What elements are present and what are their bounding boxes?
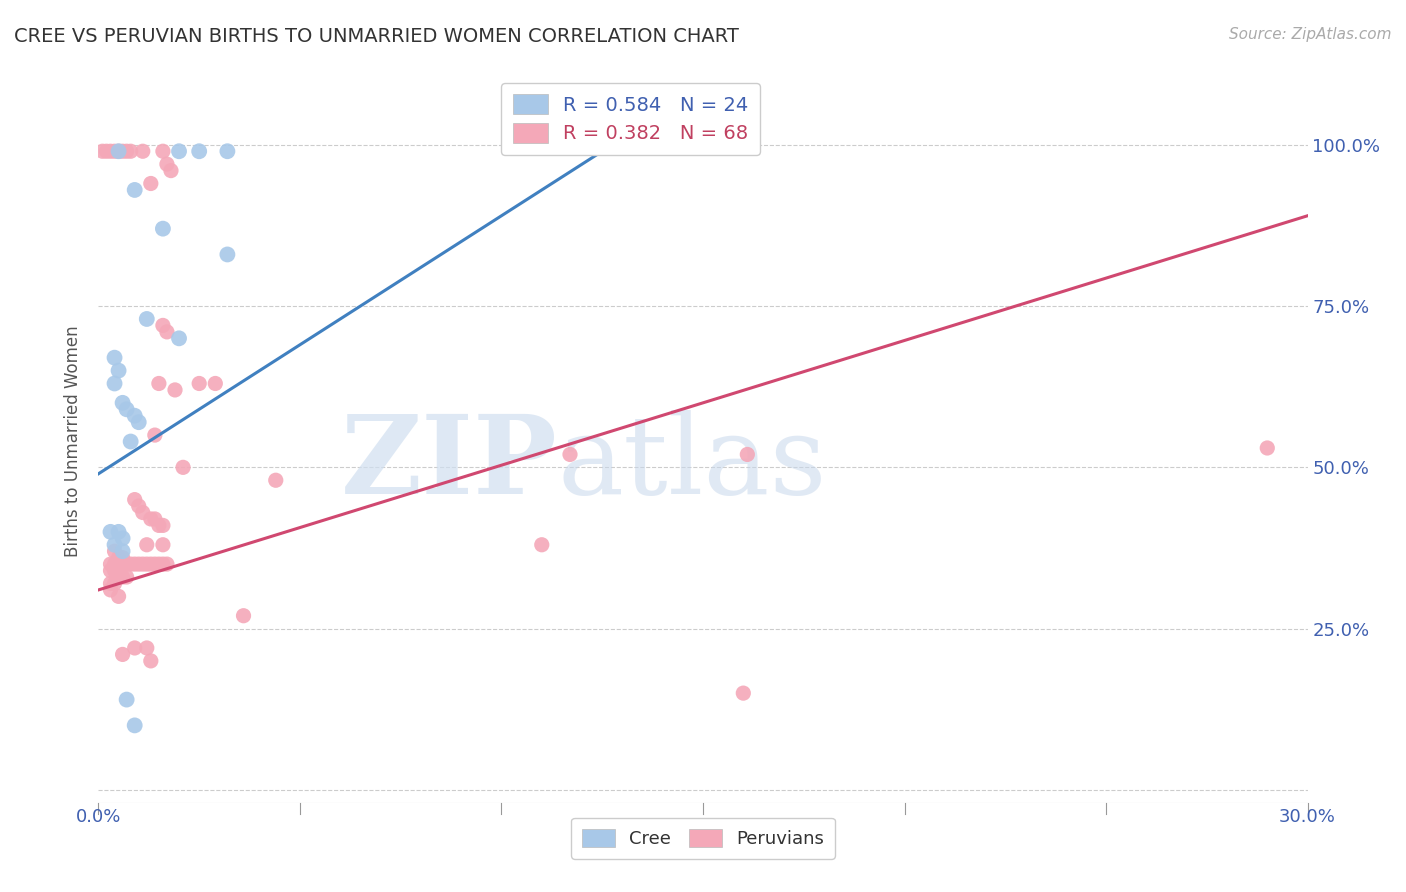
Point — [103, 576, 125, 591]
Point — [156, 325, 179, 339]
Point — [115, 692, 138, 706]
Point — [156, 157, 179, 171]
Point — [103, 351, 125, 365]
Point — [156, 557, 179, 571]
Point — [139, 512, 162, 526]
Point — [139, 654, 162, 668]
Point — [107, 145, 129, 159]
Point — [111, 570, 134, 584]
Point — [152, 557, 174, 571]
Point — [128, 415, 150, 429]
Point — [733, 686, 755, 700]
Point — [111, 648, 134, 662]
Point — [128, 499, 150, 513]
Point — [100, 576, 122, 591]
Point — [172, 460, 194, 475]
Y-axis label: Births to Unmarried Women: Births to Unmarried Women — [65, 326, 83, 558]
Point — [115, 570, 138, 584]
Point — [737, 447, 759, 461]
Point — [152, 538, 174, 552]
Point — [124, 718, 146, 732]
Point — [128, 557, 150, 571]
Point — [152, 221, 174, 235]
Point — [107, 145, 129, 159]
Point — [107, 363, 129, 377]
Point — [232, 608, 254, 623]
Point — [160, 163, 183, 178]
Text: ZIP: ZIP — [342, 409, 558, 516]
Point — [107, 557, 129, 571]
Point — [132, 506, 155, 520]
Point — [167, 145, 190, 159]
Point — [115, 557, 138, 571]
Point — [188, 145, 211, 159]
Point — [111, 145, 134, 159]
Point — [135, 538, 157, 552]
Legend: Cree, Peruvians: Cree, Peruvians — [571, 818, 835, 859]
Point — [204, 376, 226, 391]
Point — [167, 331, 190, 345]
Point — [217, 247, 239, 261]
Point — [135, 640, 157, 655]
Point — [100, 582, 122, 597]
Point — [135, 557, 157, 571]
Point — [103, 557, 125, 571]
Point — [135, 312, 157, 326]
Point — [124, 640, 146, 655]
Point — [139, 557, 162, 571]
Point — [107, 550, 129, 565]
Point — [152, 145, 174, 159]
Point — [139, 177, 162, 191]
Point — [217, 145, 239, 159]
Point — [100, 145, 122, 159]
Point — [115, 145, 138, 159]
Point — [107, 590, 129, 604]
Point — [120, 434, 142, 449]
Point — [107, 524, 129, 539]
Point — [111, 531, 134, 545]
Point — [132, 557, 155, 571]
Point — [143, 512, 166, 526]
Point — [103, 544, 125, 558]
Point — [103, 145, 125, 159]
Point — [111, 544, 134, 558]
Point — [132, 145, 155, 159]
Point — [558, 447, 581, 461]
Point — [111, 550, 134, 565]
Point — [148, 557, 170, 571]
Point — [264, 473, 287, 487]
Point — [188, 376, 211, 391]
Point — [124, 492, 146, 507]
Text: CREE VS PERUVIAN BIRTHS TO UNMARRIED WOMEN CORRELATION CHART: CREE VS PERUVIAN BIRTHS TO UNMARRIED WOM… — [14, 27, 740, 45]
Point — [530, 538, 553, 552]
Point — [124, 183, 146, 197]
Text: atlas: atlas — [558, 409, 828, 516]
Point — [96, 145, 118, 159]
Point — [124, 409, 146, 423]
Point — [100, 564, 122, 578]
Point — [103, 538, 125, 552]
Point — [111, 396, 134, 410]
Point — [103, 564, 125, 578]
Point — [91, 145, 114, 159]
Point — [152, 318, 174, 333]
Point — [152, 518, 174, 533]
Point — [111, 557, 134, 571]
Point — [120, 557, 142, 571]
Point — [103, 376, 125, 391]
Point — [143, 557, 166, 571]
Point — [100, 557, 122, 571]
Point — [115, 402, 138, 417]
Point — [120, 145, 142, 159]
Point — [148, 376, 170, 391]
Point — [107, 564, 129, 578]
Point — [163, 383, 186, 397]
Point — [143, 428, 166, 442]
Text: Source: ZipAtlas.com: Source: ZipAtlas.com — [1229, 27, 1392, 42]
Point — [124, 557, 146, 571]
Point — [148, 518, 170, 533]
Point — [1256, 441, 1278, 455]
Point — [100, 524, 122, 539]
